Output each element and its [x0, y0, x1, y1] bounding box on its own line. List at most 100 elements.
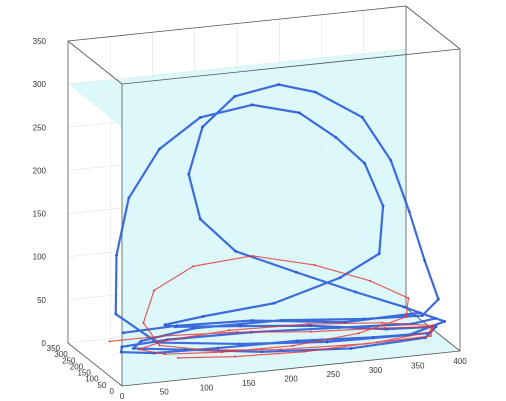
series-series_b-point-11 [142, 321, 145, 324]
series-series_b-point-33 [176, 356, 179, 359]
z-axis-tick-labels: 0 50 100 150 200 250 300 350 [33, 37, 47, 348]
x-tick-label-300: 300 [369, 366, 383, 375]
series-series_a-point-42 [407, 210, 411, 213]
box-edge-7 [121, 48, 461, 85]
series-series_b-point-4 [383, 326, 386, 329]
y-tick-label-300: 300 [54, 350, 68, 359]
series-series_b-point-16 [368, 279, 371, 282]
series-series_a-point-47 [233, 94, 237, 98]
series-series_a-point-16 [297, 111, 301, 115]
series-series_a-point-27 [309, 324, 313, 328]
series-series_b-point-23 [137, 348, 140, 351]
plot-box-frame [67, 5, 461, 387]
series-series_a-point-18 [363, 161, 367, 165]
series-series_a-point-41 [423, 258, 426, 262]
y-tick-label-150: 150 [77, 369, 91, 378]
series-series_b-point-12 [153, 289, 156, 292]
series-series_a-point-37 [280, 318, 283, 322]
y-tick-label-350: 350 [47, 344, 61, 353]
series-series_b-point-7 [365, 342, 368, 345]
z-tick-label-300: 300 [33, 80, 47, 89]
series-series_b-point-28 [431, 324, 434, 327]
series-series_a-point-40 [437, 297, 440, 301]
x-tick-label-0: 0 [120, 392, 125, 401]
z-tick-label-200: 200 [33, 166, 47, 175]
series-series_a-point-45 [314, 90, 317, 94]
z-tick-label-350: 350 [33, 37, 47, 46]
series-series_a-point-49 [187, 172, 191, 176]
z-tick-label-100: 100 [33, 253, 47, 262]
series-series_b-point-0 [108, 340, 111, 343]
series-series_a-point-2 [251, 319, 254, 322]
box-edge-9 [67, 5, 407, 42]
box-edge-0 [121, 350, 461, 387]
series-series_a-point-10 [114, 312, 118, 316]
series-series_a-point-31 [349, 347, 353, 350]
series-series_a-point-38 [362, 317, 366, 321]
x-tick-label-400: 400 [453, 357, 467, 366]
series-series_a-point-22 [272, 301, 276, 305]
series-series_a-point-43 [389, 158, 393, 162]
series-series_b-point-29 [428, 331, 431, 334]
series-series_b-point-13 [192, 265, 195, 268]
series-series_b-point-31 [303, 350, 306, 353]
series-series_b-point-15 [313, 264, 316, 267]
series-series_a-point-46 [277, 83, 280, 86]
series-series_a-point-14 [198, 116, 202, 119]
series-series_a-point-19 [381, 204, 385, 208]
series-series_b-point-25 [228, 329, 231, 332]
series-series_b-point-8 [279, 348, 282, 351]
box-edge-2 [67, 342, 123, 387]
series-series_a-point-4 [418, 311, 422, 315]
water-volume [68, 49, 460, 387]
series-series_a-point-50 [198, 217, 202, 221]
y-tick-label-250: 250 [62, 356, 76, 365]
series-series_a-point-20 [377, 252, 381, 256]
series-series_b-point-30 [375, 341, 378, 344]
z-tick-label-50: 50 [37, 296, 46, 305]
series-series_b-point-14 [251, 254, 254, 257]
series-series_b-point-17 [407, 297, 410, 300]
series-series_b-point-27 [381, 321, 384, 324]
y-tick-label-200: 200 [70, 362, 84, 371]
series-series_a-point-29 [434, 325, 438, 329]
series-series_b-point-6 [429, 335, 432, 338]
series-series_b-point-18 [405, 315, 408, 318]
series-series_b-point-32 [233, 355, 236, 358]
series-series_a-point-5 [443, 320, 446, 323]
series-series_a-point-52 [294, 270, 298, 274]
series-series_a-point-24 [163, 323, 167, 327]
series-series_b-point-3 [309, 330, 312, 333]
series-series_a-point-12 [127, 196, 131, 200]
x-tick-label-200: 200 [284, 375, 298, 384]
y-tick-label-50: 50 [97, 381, 106, 390]
series-series_a-point-26 [238, 324, 242, 328]
series-series_a-point-23 [201, 314, 205, 318]
z-tick-label-150: 150 [33, 210, 47, 219]
series-series_a-point-35 [139, 339, 143, 343]
series-series_b-point-9 [206, 349, 209, 352]
box-edge-8 [405, 5, 461, 50]
series-series_b-line [108, 255, 434, 359]
trajectory-series [108, 83, 446, 359]
series-series_a-point-63 [216, 346, 220, 350]
series-series_a-point-13 [158, 147, 161, 151]
y-tick-label-0: 0 [110, 387, 115, 396]
series-series_a-point-36 [192, 326, 196, 330]
series-series_b-point-19 [357, 332, 360, 335]
series-series_a-point-51 [234, 249, 238, 253]
series-series_a-point-7 [325, 340, 329, 344]
x-tick-label-50: 50 [160, 388, 169, 397]
series-series_a-point-32 [260, 350, 264, 354]
series-series_a-point-33 [183, 348, 187, 352]
series-series_a-point-25 [174, 325, 178, 329]
series-series_b-point-20 [291, 344, 294, 347]
series-series_a-point-11 [115, 253, 118, 257]
series-series_a-point-65 [371, 335, 375, 339]
series-series_a-point-34 [131, 347, 135, 350]
z-tick-label-250: 250 [33, 123, 47, 132]
series-series_a-point-55 [433, 317, 437, 320]
series-series_b-point-22 [163, 353, 166, 356]
